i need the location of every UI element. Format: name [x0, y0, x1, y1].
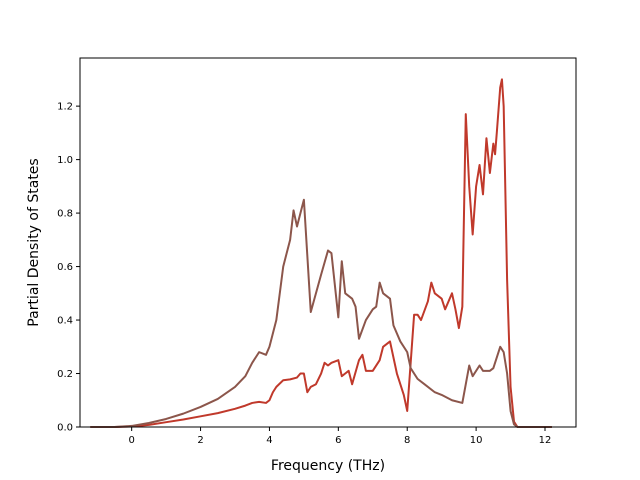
- y-tick-label: 1.2: [57, 102, 73, 113]
- y-tick-label: 0.6: [57, 262, 73, 273]
- series-layer: [90, 78, 552, 428]
- x-axis-label: Frequency (THz): [271, 458, 385, 474]
- x-tick-label: 0: [128, 435, 134, 446]
- series-line-2: [90, 198, 552, 428]
- x-tick-label: 10: [470, 435, 483, 446]
- y-tick-label: 1.0: [57, 155, 73, 166]
- y-tick-label: 0.2: [57, 369, 73, 380]
- series-line-1: [90, 78, 552, 428]
- x-tick-label: 8: [404, 435, 410, 446]
- y-tick-label: 0.8: [57, 209, 73, 220]
- x-tick-label: 6: [335, 435, 341, 446]
- y-axis-label: Partial Density of States: [26, 158, 42, 326]
- x-tick-label: 4: [266, 435, 272, 446]
- x-tick-label: 2: [197, 435, 203, 446]
- y-tick-label: 0.4: [57, 316, 73, 327]
- y-tick-label: 0.0: [57, 423, 73, 434]
- x-axis-ticks: 0 2 4 6 8 10 12: [128, 427, 551, 446]
- y-axis-ticks: 0.0 0.2 0.4 0.6 0.8 1.0 1.2: [57, 102, 80, 434]
- x-tick-label: 12: [539, 435, 552, 446]
- plot-frame: [79, 57, 577, 428]
